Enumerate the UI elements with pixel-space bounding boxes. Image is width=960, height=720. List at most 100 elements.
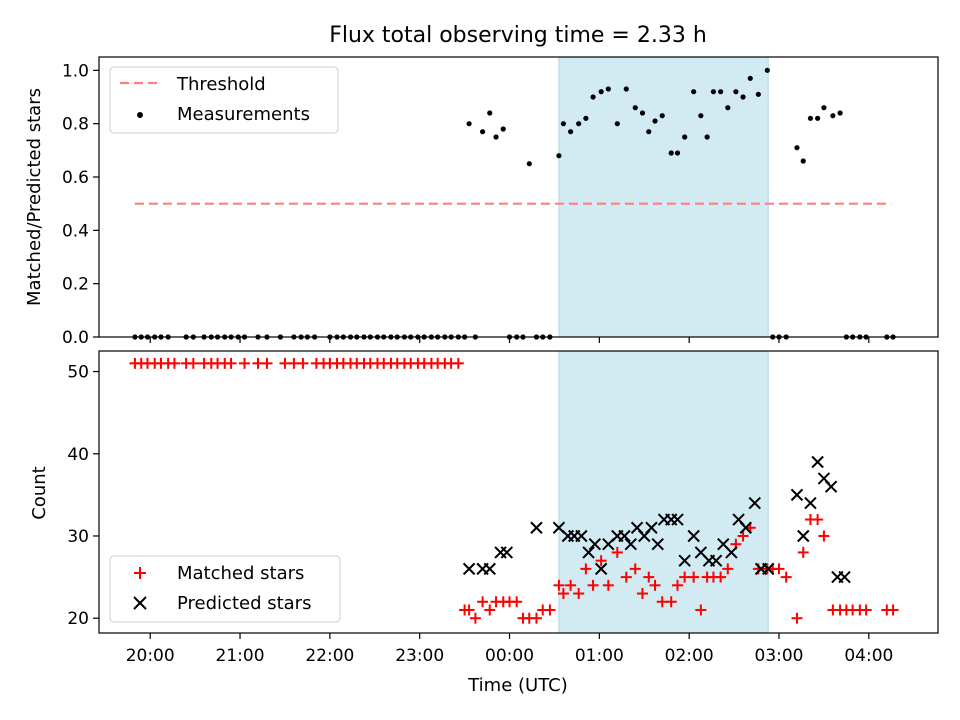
measurement-point	[605, 86, 611, 92]
matched-star-point	[643, 571, 655, 583]
matched-star-point	[469, 612, 481, 624]
measurement-point	[568, 129, 574, 135]
measurement-point	[755, 91, 761, 97]
measurement-point	[725, 105, 731, 111]
matched-star-point	[665, 596, 677, 608]
legend-predicted-swatch	[133, 596, 147, 610]
observing-window-shade-top	[558, 56, 769, 338]
bottom-x-tick-label: 22:00	[305, 646, 354, 666]
predicted-star-stroke-b	[630, 521, 644, 534]
measurement-points	[132, 67, 896, 340]
top-axes-frame	[98, 56, 939, 338]
measurement-point	[632, 105, 638, 111]
predicted-star-point	[530, 521, 543, 534]
predicted-star-stroke-b	[797, 529, 810, 543]
matched-star-point	[629, 563, 641, 575]
measurement-point	[668, 150, 674, 156]
predicted-star-point	[725, 546, 738, 559]
bottom-y-tick-label: 40	[67, 445, 89, 465]
matched-star-point	[553, 579, 565, 591]
matched-star-point	[484, 604, 496, 616]
matched-star-point	[544, 604, 556, 616]
predicted-star-stroke-b	[694, 546, 708, 559]
measurement-point	[821, 105, 827, 111]
measurement-point	[583, 115, 589, 121]
bottom-y-tick-label: 20	[67, 609, 89, 629]
predicted-star-stroke-b	[530, 521, 543, 534]
matched-star-point	[587, 579, 599, 591]
measurement-point	[493, 134, 499, 140]
measurement-point	[704, 134, 710, 140]
measurement-point	[807, 115, 814, 121]
predicted-star-stroke-b	[739, 521, 752, 534]
measurement-point	[598, 89, 604, 95]
matched-stars-points	[129, 357, 899, 624]
measurement-point	[659, 113, 665, 119]
measurement-point	[698, 113, 704, 119]
matched-star-point	[297, 357, 309, 369]
bottom-y-axis-label: Count	[29, 466, 50, 519]
bottom-x-tick-label: 23:00	[395, 646, 444, 666]
predicted-star-stroke-b	[462, 562, 476, 576]
predicted-star-stroke-b	[588, 537, 602, 551]
measurement-point	[718, 89, 724, 95]
matched-star-point	[452, 357, 464, 369]
matched-star-point	[557, 588, 569, 600]
bottom-y-tick-label: 50	[67, 363, 89, 383]
measurement-point	[837, 110, 843, 116]
predicted-star-stroke-b	[717, 537, 730, 551]
predicted-star-point	[797, 529, 810, 543]
matched-star-point	[737, 530, 749, 542]
predicted-star-stroke-b	[687, 529, 700, 543]
top-y-tick-label: 0.4	[62, 221, 89, 241]
measurement-point	[800, 158, 806, 164]
bottom-x-tick-label: 21:00	[216, 646, 265, 666]
predicted-star-point	[582, 546, 595, 559]
predicted-star-stroke-b	[483, 562, 496, 576]
matched-star-point	[595, 555, 607, 567]
predicted-star-point	[824, 480, 838, 493]
measurement-point	[674, 150, 681, 156]
predicted-star-stroke-b	[824, 480, 838, 493]
matched-star-point	[580, 563, 592, 575]
predicted-star-stroke-b	[725, 546, 738, 559]
measurement-point	[733, 89, 739, 95]
legend-predicted-label: Predicted stars	[177, 593, 311, 614]
top-x-ticks	[149, 337, 870, 343]
predicted-star-point	[762, 562, 775, 576]
bottom-x-tick-label: 03:00	[755, 646, 804, 666]
top-y-tick-label: 0.8	[62, 115, 89, 135]
matched-star-point	[780, 571, 792, 583]
measurement-point	[526, 161, 532, 167]
measurement-point	[646, 129, 652, 135]
legend-measurements-swatch	[137, 112, 143, 118]
measurement-point	[466, 121, 472, 127]
measurement-point	[682, 134, 688, 140]
legend-matched-swatch	[134, 567, 146, 579]
predicted-star-point	[651, 537, 664, 551]
predicted-star-stroke-b	[582, 546, 595, 559]
matched-star-point	[797, 546, 809, 558]
matched-star-point	[671, 579, 683, 591]
measurement-point	[479, 129, 486, 135]
predicted-star-point	[790, 488, 804, 502]
top-y-tick-label: 0.2	[62, 275, 89, 295]
predicted-star-stroke-b	[651, 537, 664, 551]
bottom-x-tick-label: 20:00	[126, 646, 175, 666]
matched-star-point	[611, 546, 623, 558]
matched-star-point	[722, 563, 734, 575]
predicted-star-stroke-b	[500, 546, 514, 559]
predicted-star-point	[588, 537, 602, 551]
top-y-tick-label: 1.0	[62, 61, 89, 81]
top-panel: 0.0 0.2 0.4 0.6 0.8 1.0 Matched/Predicted sta…	[24, 56, 939, 348]
predicted-star-stroke-b	[790, 488, 804, 502]
measurement-point	[764, 67, 770, 73]
top-y-tick-label: 0.6	[62, 168, 89, 188]
predicted-star-point	[709, 554, 723, 567]
predicted-star-stroke-b	[552, 521, 566, 534]
predicted-star-stroke-b	[671, 513, 684, 526]
predicted-star-stroke-b	[594, 562, 608, 576]
measurement-point	[740, 94, 746, 100]
bottom-x-tick-label: 01:00	[575, 646, 624, 666]
top-y-tick-label: 0.0	[62, 328, 89, 348]
